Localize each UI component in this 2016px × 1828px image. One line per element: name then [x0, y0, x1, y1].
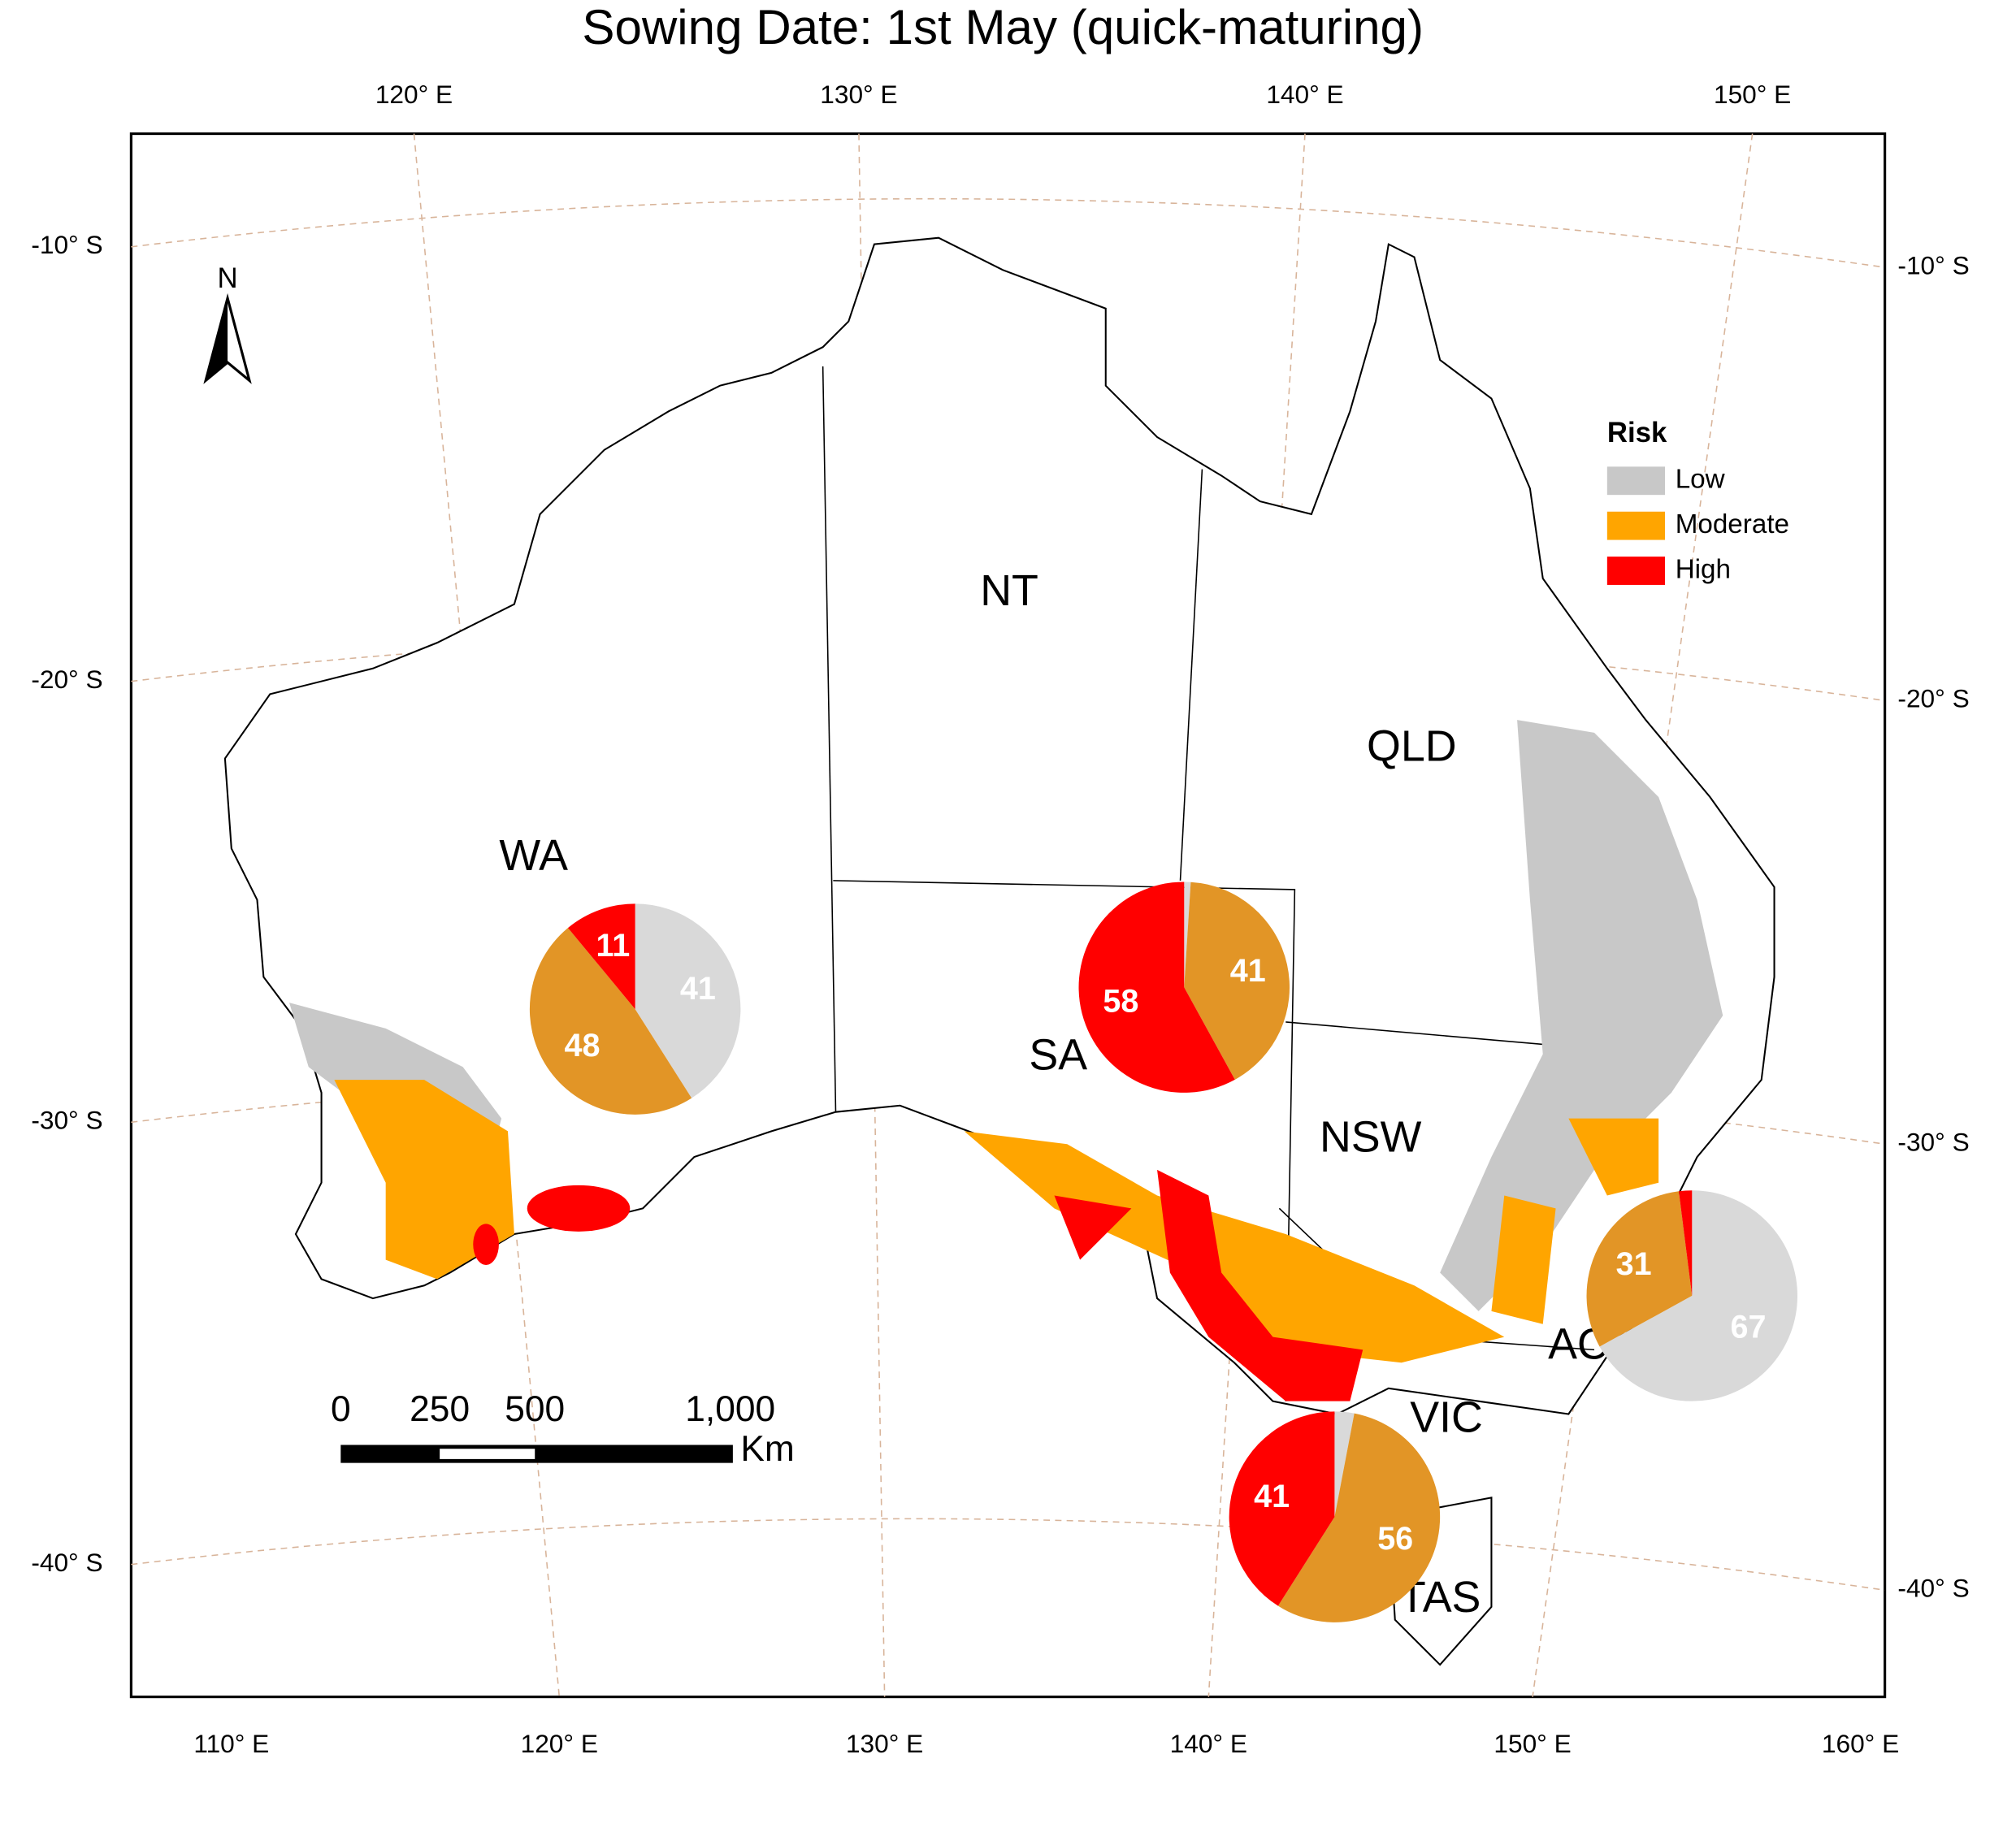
scale-label: 1,000 [685, 1389, 775, 1429]
region-label: NSW [1320, 1113, 1422, 1162]
pie-label: 31 [1616, 1246, 1652, 1282]
lon-label: 130° E [846, 1729, 923, 1758]
scale-seg [440, 1449, 535, 1459]
pies: 41 48 11 41 58 56 41 67 31 [529, 882, 1798, 1622]
lon-label: 160° E [1822, 1729, 1899, 1758]
pie-slice [529, 928, 692, 1115]
scale-label: 0 [331, 1389, 351, 1429]
pie-slice [1229, 1411, 1335, 1606]
region-label: SA [1029, 1030, 1087, 1079]
pie-slice [1277, 1413, 1441, 1622]
region-label: QLD [1367, 722, 1457, 771]
scale-label: 500 [505, 1389, 565, 1429]
pie-label: 58 [1103, 984, 1138, 1020]
pie-label: 11 [596, 928, 630, 964]
lat-label: -20° S [31, 665, 102, 694]
pie-slice [635, 903, 741, 1098]
legend-swatch [1606, 466, 1666, 496]
lon-label: 120° E [521, 1729, 598, 1758]
pie-slice [1334, 1411, 1355, 1518]
legend-label: High [1676, 554, 1731, 584]
lat-label: -20° S [1897, 684, 1969, 713]
mainland-outline [223, 236, 1775, 1415]
parallel [131, 632, 1885, 702]
lon-label: 140° E [1266, 80, 1343, 109]
scale-seg [340, 1445, 733, 1463]
risk-areas [289, 720, 1723, 1401]
pie-label: 41 [680, 971, 716, 1007]
pie-label: 48 [565, 1028, 600, 1063]
legend-swatch [1606, 557, 1666, 585]
legend-title: Risk [1607, 417, 1667, 448]
pie-slice [1184, 882, 1290, 1080]
region-label: WA [499, 831, 568, 880]
lat-label: -10° S [31, 230, 102, 259]
pie-slice [1184, 882, 1191, 988]
pie-slice [1599, 1190, 1798, 1401]
pie-slice [567, 903, 635, 1010]
legend-label: Low [1676, 465, 1726, 495]
lon-label: 150° E [1494, 1729, 1571, 1758]
pie-slice [1679, 1190, 1693, 1296]
lat-label: -40° S [31, 1548, 102, 1577]
pie-label: 67 [1731, 1309, 1767, 1345]
title: Sowing Date: 1st May (quick-maturing) [582, 0, 1424, 54]
lon-label: 140° E [1170, 1729, 1247, 1758]
pie-label: 41 [1230, 953, 1266, 989]
parallel [131, 197, 1885, 268]
lon-label: 150° E [1714, 80, 1791, 109]
scale-label: 250 [410, 1389, 470, 1429]
pie-label: 56 [1377, 1521, 1413, 1557]
pie-label: 41 [1254, 1479, 1290, 1514]
legend: Risk Low Moderate High [1606, 417, 1789, 585]
north-label: N [217, 262, 237, 294]
lat-label: -30° S [31, 1106, 102, 1135]
region-label: VIC [1410, 1393, 1483, 1442]
labels: 120° E 130° E 140° E 150° E 110° E 120° E 130°… [31, 80, 1969, 1758]
lat-label: -30° S [1897, 1128, 1969, 1157]
lon-label: 120° E [375, 80, 453, 109]
scale-unit: Km [740, 1429, 794, 1469]
legend-swatch [1606, 511, 1666, 540]
lon-label: 130° E [820, 80, 897, 109]
legend-label: Moderate [1676, 509, 1789, 539]
pie-slice [1078, 882, 1235, 1093]
pie-slice [1586, 1191, 1693, 1347]
lat-label: -40° S [1897, 1574, 1969, 1603]
region-label: NT [980, 566, 1038, 615]
parallel [131, 1518, 1885, 1592]
lon-label: 110° E [193, 1729, 269, 1758]
meridian [413, 133, 561, 1697]
lat-label: -10° S [1897, 250, 1969, 279]
